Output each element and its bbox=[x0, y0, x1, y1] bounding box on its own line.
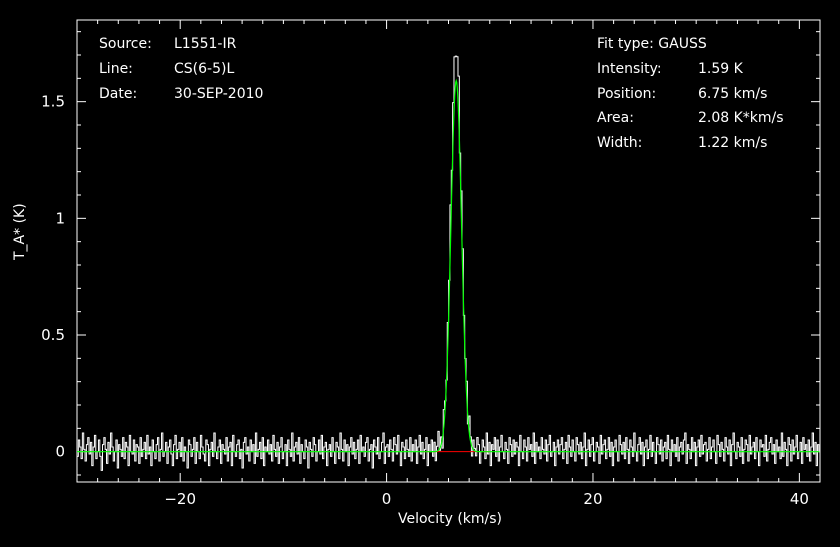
date-value: 30-SEP-2010 bbox=[174, 86, 264, 102]
line-value: CS(6-5)L bbox=[174, 61, 235, 77]
x-tick-label: 0 bbox=[382, 490, 392, 508]
position-value: 6.75 km/s bbox=[698, 86, 768, 102]
area-value: 2.08 K*km/s bbox=[698, 110, 784, 126]
y-axis-label: T_A* (K) bbox=[12, 203, 28, 260]
source-label: Source: bbox=[99, 36, 152, 52]
date-label: Date: bbox=[99, 86, 138, 102]
width-label: Width: bbox=[597, 135, 643, 151]
width-value: 1.22 km/s bbox=[698, 135, 768, 151]
y-tick-label: 0.5 bbox=[41, 326, 65, 344]
spectrum-line bbox=[77, 55, 820, 471]
source-value: L1551-IR bbox=[174, 36, 237, 52]
x-axis-label: Velocity (km/s) bbox=[397, 511, 503, 527]
gaussian-fit-line bbox=[77, 78, 820, 453]
y-tick-label: 1.5 bbox=[41, 93, 65, 111]
intensity-label: Intensity: bbox=[597, 61, 662, 77]
x-tick-label: 40 bbox=[790, 490, 809, 508]
y-tick-label: 1 bbox=[55, 209, 65, 227]
area-label: Area: bbox=[597, 110, 634, 126]
x-tick-label: −20 bbox=[164, 490, 196, 508]
y-tick-label: 0 bbox=[55, 443, 65, 461]
intensity-value: 1.59 K bbox=[698, 61, 743, 77]
fit-type-label: Fit type: GAUSS bbox=[597, 36, 707, 52]
x-tick-label: 20 bbox=[583, 490, 602, 508]
tick-label-layer: −20 0 20 40 0 0.5 1 1.5 bbox=[41, 93, 809, 508]
data-layer bbox=[77, 55, 820, 471]
position-label: Position: bbox=[597, 86, 657, 102]
line-label: Line: bbox=[99, 61, 133, 77]
axes-layer bbox=[76, 19, 821, 483]
